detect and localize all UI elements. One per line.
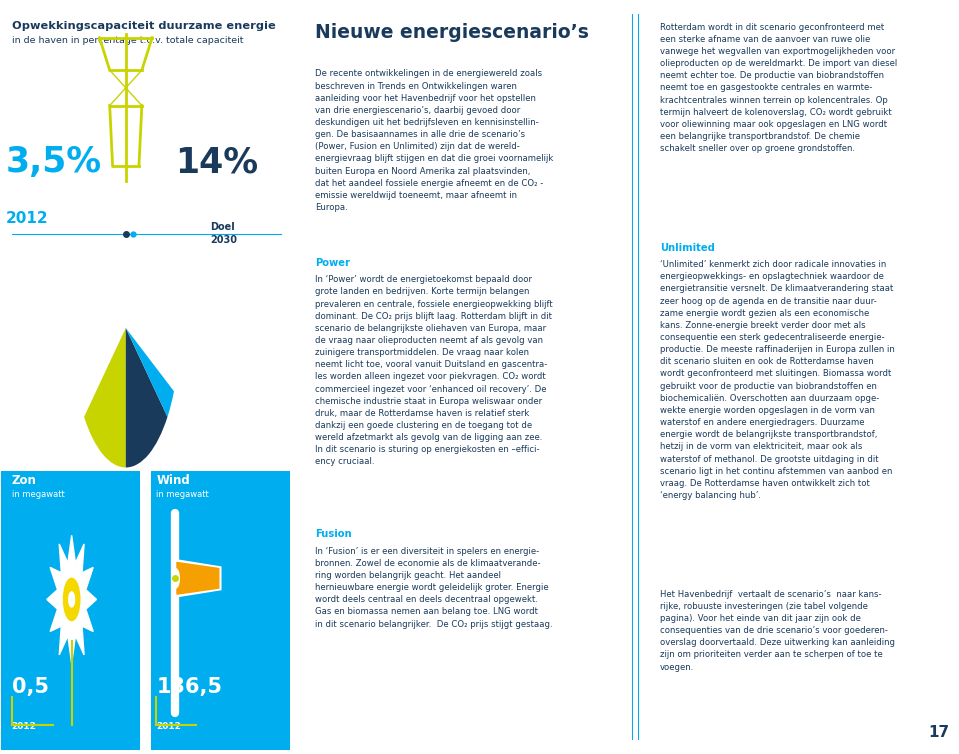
Bar	[151, 471, 290, 750]
Polygon shape	[177, 562, 219, 594]
Text: Doel: Doel	[211, 222, 235, 231]
Text: Zon: Zon	[12, 474, 36, 486]
Text: Opwekkingscapaciteit duurzame energie: Opwekkingscapaciteit duurzame energie	[12, 21, 275, 31]
Bar	[2, 471, 140, 750]
Text: Fusion: Fusion	[316, 529, 352, 539]
Wedge shape	[126, 328, 168, 467]
Polygon shape	[47, 535, 97, 664]
Circle shape	[69, 592, 75, 607]
Text: Wind: Wind	[156, 474, 190, 486]
Text: 2030: 2030	[211, 235, 238, 245]
Text: Power: Power	[316, 258, 350, 268]
Text: in megawatt: in megawatt	[156, 490, 209, 499]
Text: 2012: 2012	[156, 722, 181, 731]
Text: in de haven in percentage t.o.v. totale capaciteit: in de haven in percentage t.o.v. totale …	[12, 36, 244, 45]
Text: In ‘Power’ wordt de energietoekomst bepaald door
grote landen en bedrijven. Kort: In ‘Power’ wordt de energietoekomst bepa…	[316, 275, 553, 467]
Text: Rotterdam wordt in dit scenario geconfronteerd met
een sterke afname van de aanv: Rotterdam wordt in dit scenario geconfro…	[660, 23, 898, 153]
Wedge shape	[126, 328, 174, 417]
Text: 2012: 2012	[12, 722, 36, 731]
Text: Unlimited: Unlimited	[660, 243, 715, 253]
Text: 2012: 2012	[6, 211, 49, 226]
Text: 17: 17	[928, 725, 949, 740]
Text: 14%: 14%	[175, 145, 259, 179]
Text: ‘Unlimited’ kenmerkt zich door radicale innovaties in
energieopwekkings- en opsl: ‘Unlimited’ kenmerkt zich door radicale …	[660, 260, 895, 500]
Text: Nieuwe energiescenario’s: Nieuwe energiescenario’s	[316, 23, 589, 41]
Text: De recente ontwikkelingen in de energiewereld zoals
beschreven in Trends en Ontw: De recente ontwikkelingen in de energiew…	[316, 69, 553, 212]
Circle shape	[63, 578, 80, 621]
Text: in megawatt: in megawatt	[12, 490, 64, 499]
Text: 3,5%: 3,5%	[6, 145, 102, 179]
Text: 136,5: 136,5	[156, 677, 222, 697]
Text: 0,5: 0,5	[12, 677, 49, 697]
Circle shape	[172, 569, 179, 588]
Text: In ‘Fusion’ is er een diversiteit in spelers en energie-
bronnen. Zowel de econo: In ‘Fusion’ is er een diversiteit in spe…	[316, 547, 553, 629]
Wedge shape	[84, 328, 126, 467]
Polygon shape	[174, 559, 221, 597]
Text: Het Havenbedrijf  vertaalt de scenario’s  naar kans-
rijke, robuuste investering: Het Havenbedrijf vertaalt de scenario’s …	[660, 590, 895, 672]
